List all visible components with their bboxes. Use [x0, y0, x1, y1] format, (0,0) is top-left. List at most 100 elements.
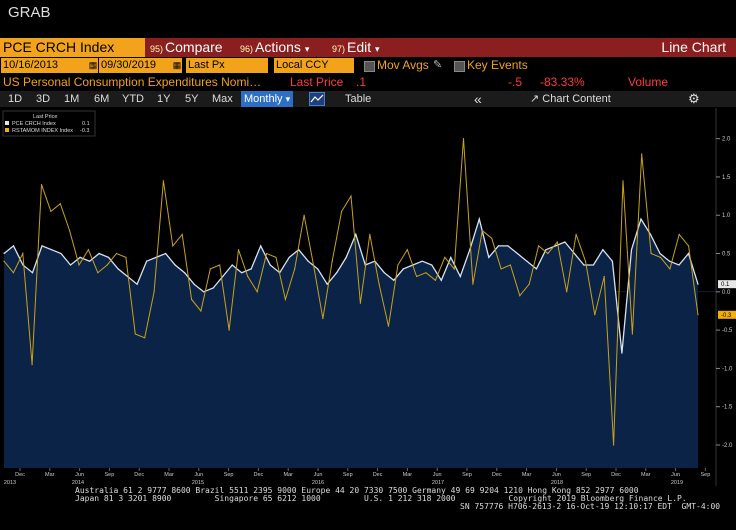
edit-button[interactable]: 97) Edit ▾ — [332, 38, 380, 57]
data-point — [222, 275, 224, 278]
data-point — [136, 283, 138, 285]
data-point — [462, 138, 465, 140]
data-point — [162, 180, 164, 182]
data-point — [288, 256, 290, 258]
price-chart[interactable]: 2.0 1.5 1.0 0.5 0.0 -0.5 -1.0 -1.5 -2.0 Dec Mar Ju… — [0, 108, 736, 486]
data-point — [359, 302, 361, 304]
gear-icon[interactable]: ⚙ — [688, 91, 700, 106]
window-title: GRAB — [8, 4, 51, 21]
data-point — [556, 241, 558, 243]
data-point — [31, 364, 33, 366]
x-year-label: 2013 — [4, 480, 16, 486]
data-point — [603, 275, 605, 278]
field-selector[interactable]: Last Px — [186, 58, 268, 73]
data-point — [611, 260, 614, 262]
x-tick-label: Sep — [462, 472, 472, 478]
data-point — [535, 268, 538, 270]
frequency-label: Monthly — [244, 93, 283, 105]
data-point — [440, 279, 442, 281]
legend-row-value: 0.1 — [82, 121, 90, 127]
data-point — [450, 256, 452, 258]
data-point — [630, 249, 633, 251]
pencil-icon[interactable]: ✎ — [433, 59, 443, 71]
period-button-1y[interactable]: 1Y — [157, 93, 171, 105]
data-point — [307, 260, 309, 262]
chart-content-button[interactable]: ↗ Chart Content — [530, 91, 611, 107]
data-point — [697, 283, 699, 285]
data-point — [602, 249, 604, 251]
x-year-label: 2015 — [192, 480, 204, 486]
data-point — [649, 233, 652, 235]
actions-shortcut: 96) — [240, 44, 254, 54]
series-line-pce — [3, 216, 699, 354]
x-tick-label: Dec — [15, 472, 25, 478]
data-point — [108, 256, 110, 258]
data-point — [336, 272, 338, 274]
data-point — [678, 233, 680, 235]
start-date-field[interactable]: 10/16/2013 — [1, 58, 88, 73]
data-point — [231, 264, 233, 266]
data-point — [174, 264, 176, 266]
data-point — [155, 256, 157, 258]
data-point — [459, 275, 461, 278]
volume-label: Volume — [628, 75, 669, 89]
data-point — [554, 245, 557, 247]
end-date-field[interactable]: 09/30/2019 — [99, 58, 172, 73]
data-point — [12, 272, 14, 274]
x-tick-label: Sep — [224, 472, 234, 478]
data-point — [697, 314, 699, 316]
x-tick-label: Jun — [552, 472, 561, 478]
data-point — [181, 233, 183, 235]
y-tick-label: 1.0 — [722, 213, 731, 219]
data-point — [453, 268, 455, 270]
x-tick-label: Jun — [314, 472, 323, 478]
data-point — [31, 272, 34, 274]
data-point — [650, 252, 652, 255]
period-button-max[interactable]: Max — [212, 93, 233, 105]
period-button-6m[interactable]: 6M — [94, 93, 110, 105]
x-tick-label: Jun — [194, 472, 203, 478]
data-point — [237, 249, 240, 251]
period-button-ytd[interactable]: YTD — [122, 93, 144, 105]
data-point — [115, 252, 118, 255]
data-point — [416, 275, 418, 278]
table-button[interactable]: Table — [345, 93, 372, 105]
data-point — [275, 256, 277, 258]
data-point — [469, 249, 471, 251]
data-point — [421, 260, 423, 262]
actions-caret-icon: ▾ — [304, 44, 310, 54]
calendar-icon[interactable]: ▦ — [172, 58, 182, 73]
compare-button[interactable]: 95) Compare — [150, 38, 223, 57]
data-point — [509, 264, 511, 266]
data-point — [241, 272, 243, 274]
period-button-5y[interactable]: 5Y — [185, 93, 199, 105]
data-point — [146, 260, 148, 262]
data-point — [228, 329, 230, 331]
period-button-1d[interactable]: 1D — [8, 93, 23, 105]
data-point — [153, 291, 155, 293]
key-events-checkbox[interactable] — [454, 61, 465, 72]
collapse-icon[interactable]: « — [474, 91, 482, 107]
footer-session-line: SN 757776 H706-2613-2 16-Oct-19 12:10:17… — [460, 502, 721, 511]
data-point — [12, 245, 15, 247]
ticker-input[interactable]: PCE CRCH Index — [0, 38, 145, 57]
data-point — [247, 275, 249, 278]
data-point — [621, 352, 623, 354]
period-button-3d[interactable]: 3D — [36, 93, 51, 105]
x-tick-label: Jun — [671, 472, 680, 478]
frequency-dropdown[interactable]: Monthly ▾ — [241, 91, 294, 107]
mov-avgs-checkbox[interactable] — [364, 61, 375, 72]
line-chart-icon[interactable] — [309, 91, 327, 107]
data-point — [547, 252, 549, 255]
calendar-icon[interactable]: ▦ — [88, 58, 98, 73]
currency-selector[interactable]: Local CCY — [274, 58, 354, 73]
data-point — [50, 249, 53, 251]
actions-button[interactable]: 96) Actions ▾ — [240, 38, 309, 57]
period-button-1m[interactable]: 1M — [64, 93, 80, 105]
y-tick-label: -1.5 — [722, 405, 733, 411]
data-point — [669, 268, 671, 270]
y-tick-label: -1.0 — [722, 366, 733, 372]
data-point — [584, 260, 587, 262]
data-point — [3, 260, 5, 262]
data-point — [397, 264, 399, 266]
